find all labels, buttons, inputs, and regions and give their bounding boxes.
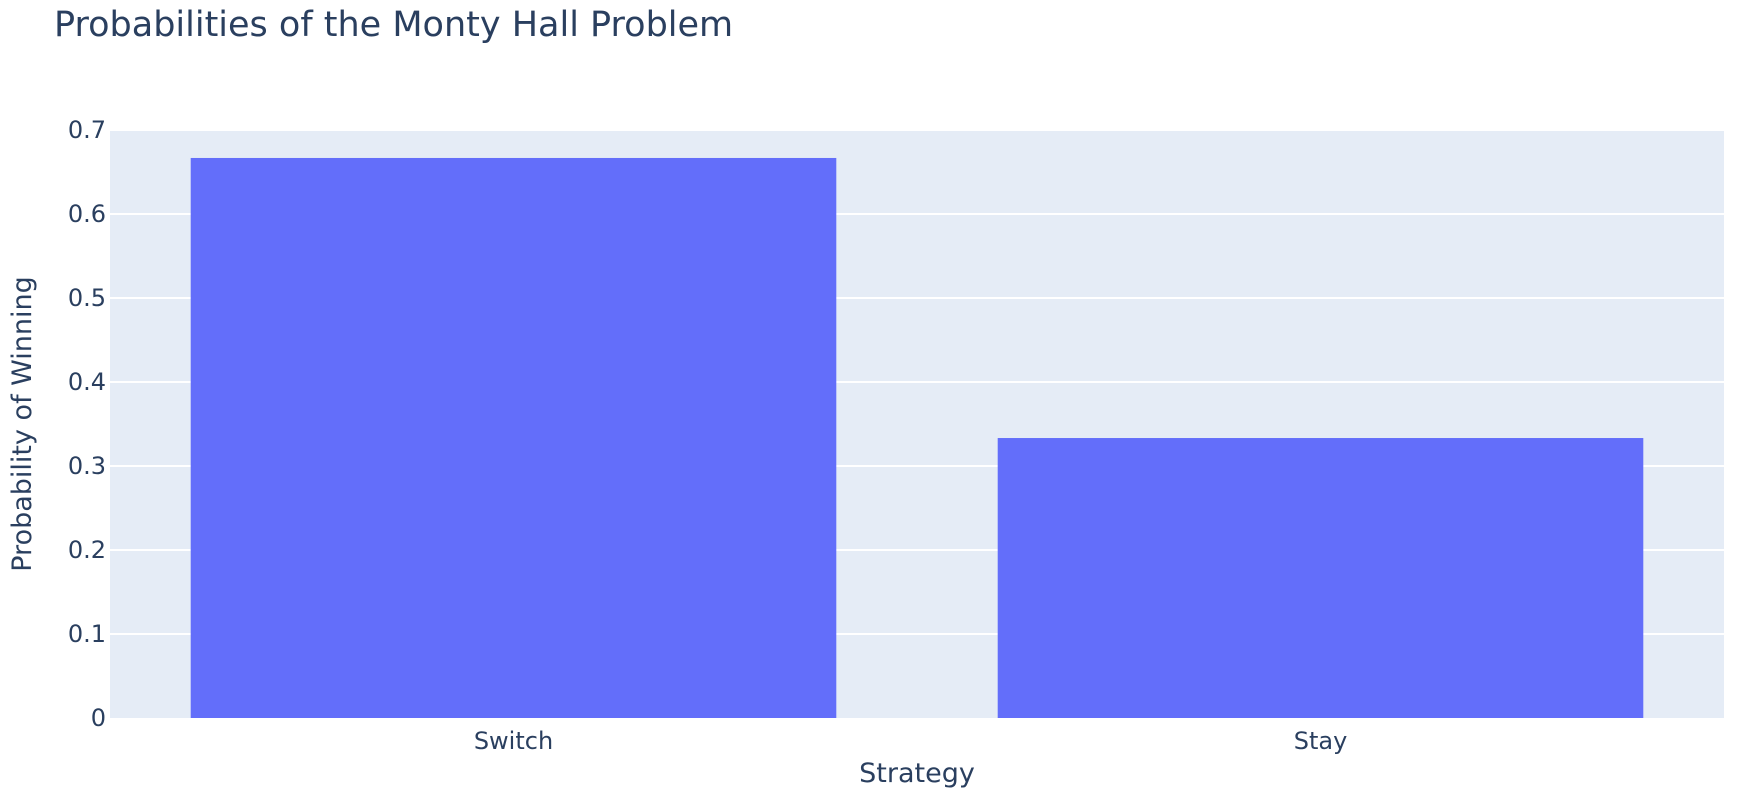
x-tick-label: Stay xyxy=(1294,727,1348,755)
x-axis-ticks: Switch Stay xyxy=(474,727,1347,755)
y-tick-label: 0.7 xyxy=(68,116,106,144)
x-axis-title: Strategy xyxy=(859,758,975,789)
y-tick-label: 0.3 xyxy=(68,452,106,480)
bar-switch[interactable] xyxy=(190,157,837,719)
chart-title: Probabilities of the Monty Hall Problem xyxy=(54,5,733,45)
y-tick-label: 0.2 xyxy=(68,536,106,564)
x-tick-label: Switch xyxy=(474,727,553,755)
y-tick-label: 0.1 xyxy=(68,620,106,648)
bar-stay[interactable] xyxy=(997,438,1644,718)
bars xyxy=(190,157,1644,719)
y-axis-title: Probability of Winning xyxy=(7,276,38,572)
y-tick-label: 0.4 xyxy=(68,368,106,396)
y-tick-label: 0.6 xyxy=(68,200,106,228)
y-tick-label: 0.5 xyxy=(68,284,106,312)
y-tick-label: 0 xyxy=(91,704,106,732)
y-axis-ticks: 0 0.1 0.2 0.3 0.4 0.5 0.6 0.7 xyxy=(68,116,106,732)
